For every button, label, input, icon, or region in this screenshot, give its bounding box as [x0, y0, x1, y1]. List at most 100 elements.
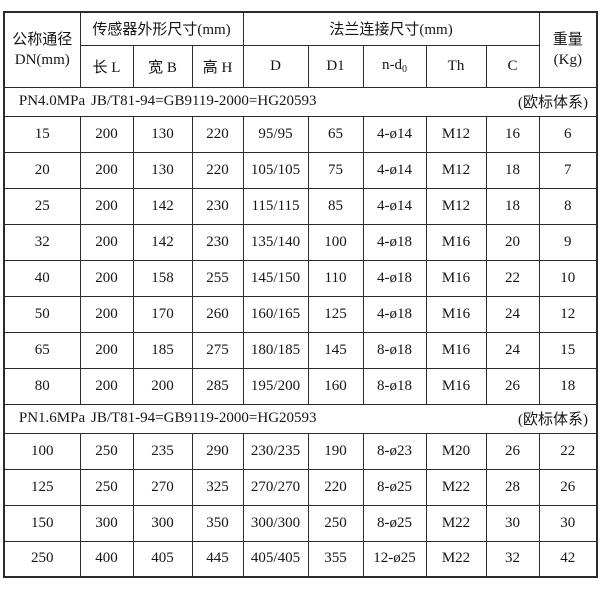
table-cell: 22 — [538, 432, 598, 470]
table-cell: 200 — [79, 331, 134, 369]
table-cell: 180/185 — [242, 331, 309, 369]
table-cell: 300 — [132, 504, 193, 542]
table-cell: 8 — [538, 187, 598, 225]
table-cell: 190 — [307, 432, 364, 470]
col-header-height: 高 H — [191, 44, 244, 88]
table-row: 100 250 235 290 230/235 190 8-ø23 M20 26 22 — [3, 432, 598, 470]
table-row: 80 200 200 285 195/200 160 8-ø18 M16 26 18 — [3, 367, 598, 405]
table-cell: 4-ø18 — [362, 223, 427, 261]
table-cell: 75 — [307, 151, 364, 189]
table-row: 50 200 170 260 160/165 125 4-ø18 M16 24 12 — [3, 295, 598, 333]
table-cell: 32 — [3, 223, 81, 261]
table-cell: 290 — [191, 432, 244, 470]
table-cell: 230 — [191, 187, 244, 225]
table-cell: 8-ø25 — [362, 504, 427, 542]
table-cell: 26 — [485, 367, 540, 405]
table-cell: 350 — [191, 504, 244, 542]
table-cell: 4-ø14 — [362, 151, 427, 189]
pressure-section-cell: PN1.6MPa JB/T81-94=GB9119-2000=HG20593 (… — [3, 403, 598, 434]
table-cell: 270 — [132, 468, 193, 506]
table-cell: 150 — [3, 504, 81, 542]
table-cell: 260 — [191, 295, 244, 333]
table-cell: 130 — [132, 151, 193, 189]
col-group-flange-dimensions: 法兰连接尺寸(mm) — [242, 11, 540, 46]
weight-unit: (Kg) — [553, 51, 582, 68]
table-cell: 50 — [3, 295, 81, 333]
table-cell: 220 — [191, 115, 244, 153]
table-cell: 24 — [485, 295, 540, 333]
table-cell: 250 — [307, 504, 364, 542]
pressure-section-cell: PN4.0MPa JB/T81-94=GB9119-2000=HG20593 (… — [3, 86, 598, 117]
table-cell: 200 — [79, 367, 134, 405]
col-header-d: D — [242, 44, 309, 88]
col-group-sensor-dimensions: 传感器外形尺寸(mm) — [79, 11, 244, 46]
pressure-section-row: PN1.6MPa JB/T81-94=GB9119-2000=HG20593 (… — [3, 403, 598, 434]
table-cell: 65 — [3, 331, 81, 369]
n-d0-subscript: 0 — [402, 64, 408, 75]
table-cell: 200 — [79, 259, 134, 297]
table-cell: 8-ø18 — [362, 367, 427, 405]
table-cell: 220 — [307, 468, 364, 506]
table-cell: 6 — [538, 115, 598, 153]
table-cell: 26 — [538, 468, 598, 506]
table-cell: 160 — [307, 367, 364, 405]
table-row: 250 400 405 445 405/405 355 12-ø25 M22 32 42 — [3, 540, 598, 578]
weight-label: 重量 — [552, 31, 583, 48]
table-header: 公称通径 DN(mm) 传感器外形尺寸(mm) 法兰连接尺寸(mm) 重量 (K… — [3, 11, 598, 88]
n-d0-text: n-d — [382, 57, 403, 73]
table-cell: 12-ø25 — [362, 540, 427, 578]
col-header-n-d0: n-d0 — [362, 44, 427, 88]
table-cell: 445 — [191, 540, 244, 578]
table-cell: 300/300 — [242, 504, 309, 542]
pressure-rating-label: PN4.0MPa — [18, 93, 86, 109]
table-cell: 8-ø18 — [362, 331, 427, 369]
table-cell: 8-ø25 — [362, 468, 427, 506]
flange-standard-label: JB/T81-94=GB9119-2000=HG20593 — [91, 93, 317, 109]
table-cell: 405/405 — [242, 540, 309, 578]
table-cell: 105/105 — [242, 151, 309, 189]
table-cell: 22 — [485, 259, 540, 297]
table-cell: 200 — [79, 151, 134, 189]
table-cell: 170 — [132, 295, 193, 333]
table-body: PN4.0MPa JB/T81-94=GB9119-2000=HG20593 (… — [3, 86, 598, 578]
table-cell: 20 — [3, 151, 81, 189]
table-cell: 18 — [485, 151, 540, 189]
table-cell: 285 — [191, 367, 244, 405]
table-cell: 15 — [3, 115, 81, 153]
table-row: 25 200 142 230 115/115 85 4-ø14 M12 18 8 — [3, 187, 598, 225]
table-cell: 8-ø23 — [362, 432, 427, 470]
table-cell: M22 — [425, 540, 487, 578]
header-row-sub: 长 L 宽 B 高 H D D1 n-d0 Th C — [4, 44, 597, 88]
table-cell: 12 — [538, 295, 598, 333]
table-cell: M16 — [425, 259, 487, 297]
table-cell: 142 — [132, 223, 193, 261]
table-cell: 4-ø14 — [362, 115, 427, 153]
table-cell: 125 — [307, 295, 364, 333]
header-row-groups: 公称通径 DN(mm) 传感器外形尺寸(mm) 法兰连接尺寸(mm) 重量 (K… — [3, 11, 598, 88]
table-cell: 200 — [79, 295, 134, 333]
table-cell: 130 — [132, 115, 193, 153]
table-row: 40 200 158 255 145/150 110 4-ø18 M16 22 10 — [3, 259, 598, 297]
table-cell: 250 — [3, 540, 81, 578]
table-cell: 200 — [79, 187, 134, 225]
table-cell: 30 — [485, 504, 540, 542]
table-cell: 25 — [3, 187, 81, 225]
table-cell: 115/115 — [242, 187, 309, 225]
table-cell: 65 — [307, 115, 364, 153]
table-row: 20 200 130 220 105/105 75 4-ø14 M12 18 7 — [3, 151, 598, 189]
table-cell: 4-ø14 — [362, 187, 427, 225]
nominal-diameter-label: 公称通径 — [12, 31, 73, 48]
table-cell: M12 — [425, 151, 487, 189]
table-row: 125 250 270 325 270/270 220 8-ø25 M22 28 26 — [3, 468, 598, 506]
flange-standard-label: JB/T81-94=GB9119-2000=HG20593 — [91, 410, 317, 426]
table-cell: M16 — [425, 367, 487, 405]
table-cell: M12 — [425, 187, 487, 225]
table-cell: 158 — [132, 259, 193, 297]
table-cell: 20 — [485, 223, 540, 261]
table-cell: 125 — [3, 468, 81, 506]
table-cell: 200 — [79, 223, 134, 261]
table-cell: 110 — [307, 259, 364, 297]
table-cell: 355 — [307, 540, 364, 578]
col-header-weight: 重量 (Kg) — [538, 11, 598, 88]
